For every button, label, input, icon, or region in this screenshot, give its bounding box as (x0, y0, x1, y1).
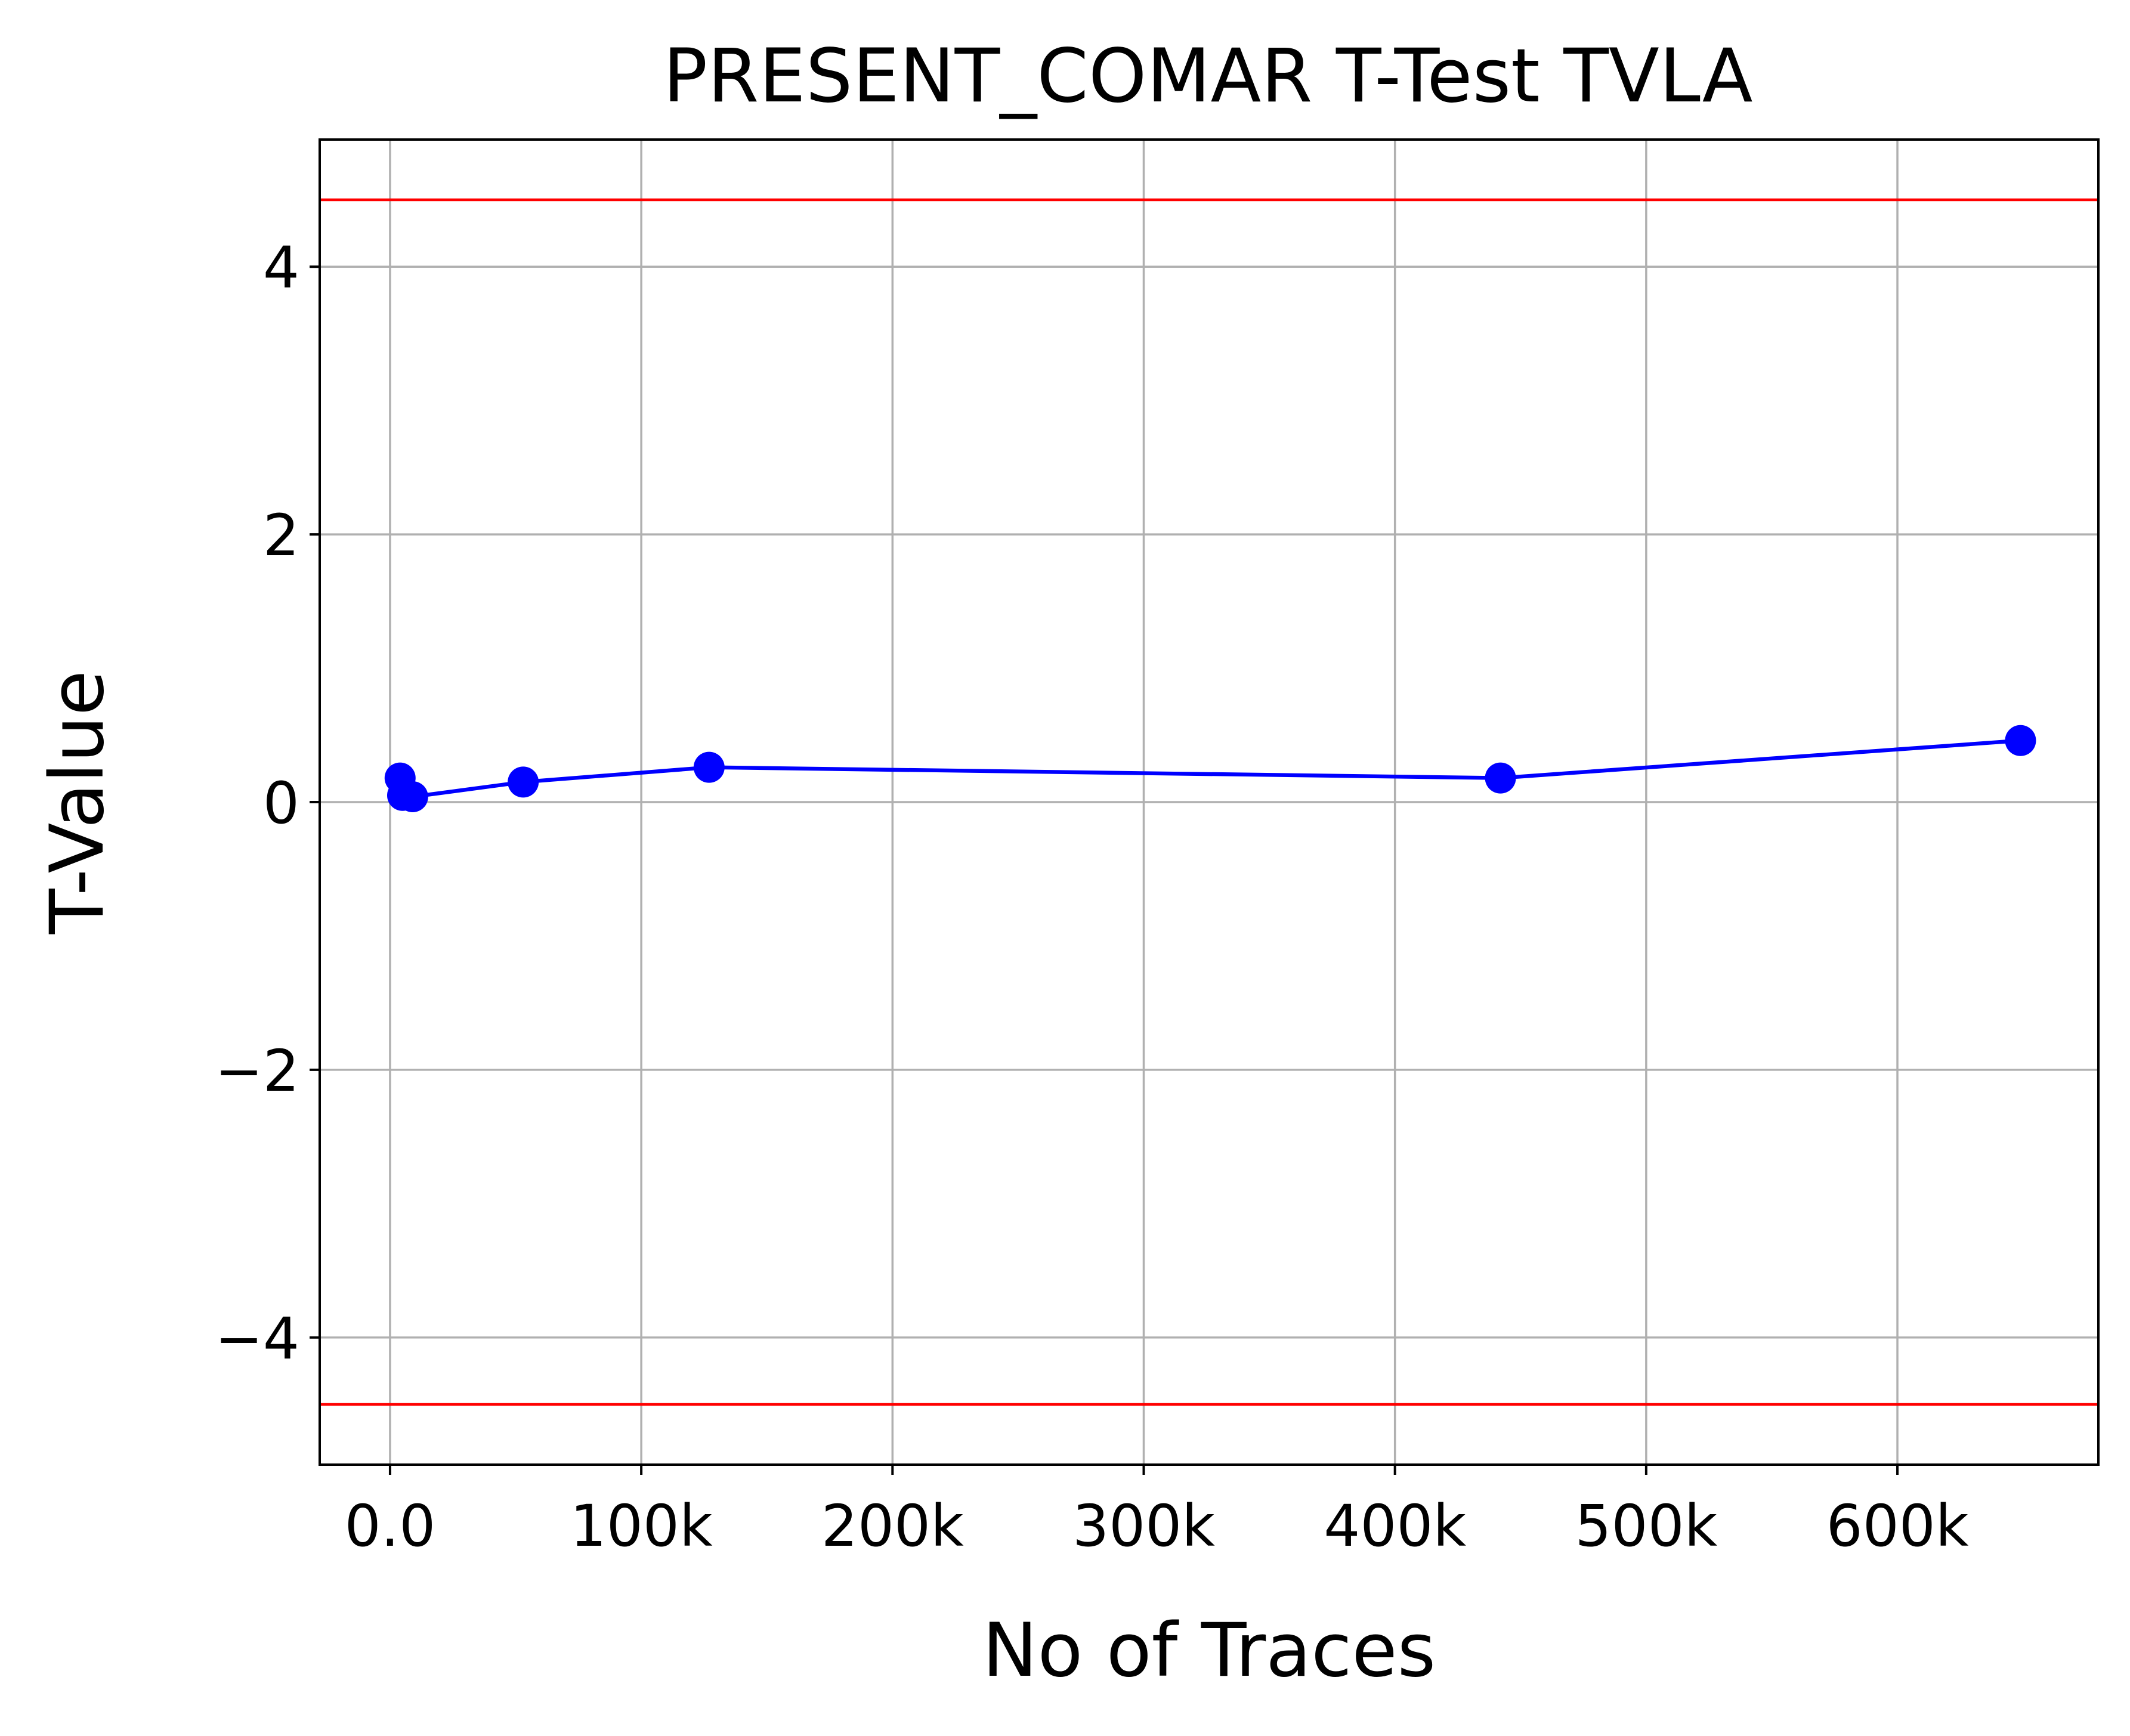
y-tick-label: −4 (215, 1305, 299, 1372)
data-point (397, 781, 428, 813)
data-point (508, 766, 539, 798)
y-tick-label: 2 (263, 502, 299, 569)
data-point (2005, 725, 2036, 756)
ticks: 0.0 100k 200k 300k 400k 500k 600k −4 −2 0 2 4 (215, 234, 1968, 1559)
data-point (1485, 762, 1516, 794)
series-layer (384, 725, 2036, 813)
x-tick-label: 500k (1575, 1493, 1717, 1559)
chart-title: PRESENT_COMAR T-Test TVLA (663, 33, 1752, 119)
y-tick-label: 4 (263, 234, 299, 301)
x-axis-label: No of Traces (982, 1608, 1436, 1694)
x-tick-label: 400k (1324, 1493, 1466, 1559)
threshold-lines (320, 198, 2098, 1406)
x-tick-label: 0.0 (345, 1493, 436, 1559)
x-tick-label: 300k (1072, 1493, 1215, 1559)
x-tick-label: 200k (821, 1493, 964, 1559)
y-axis-label: T-Value (35, 670, 120, 934)
y-tick-label: −2 (215, 1038, 299, 1104)
grid (320, 140, 2098, 1465)
data-point (693, 751, 725, 783)
x-tick-label: 100k (570, 1493, 713, 1559)
y-tick-label: 0 (263, 770, 299, 837)
x-tick-label: 600k (1826, 1493, 1969, 1559)
